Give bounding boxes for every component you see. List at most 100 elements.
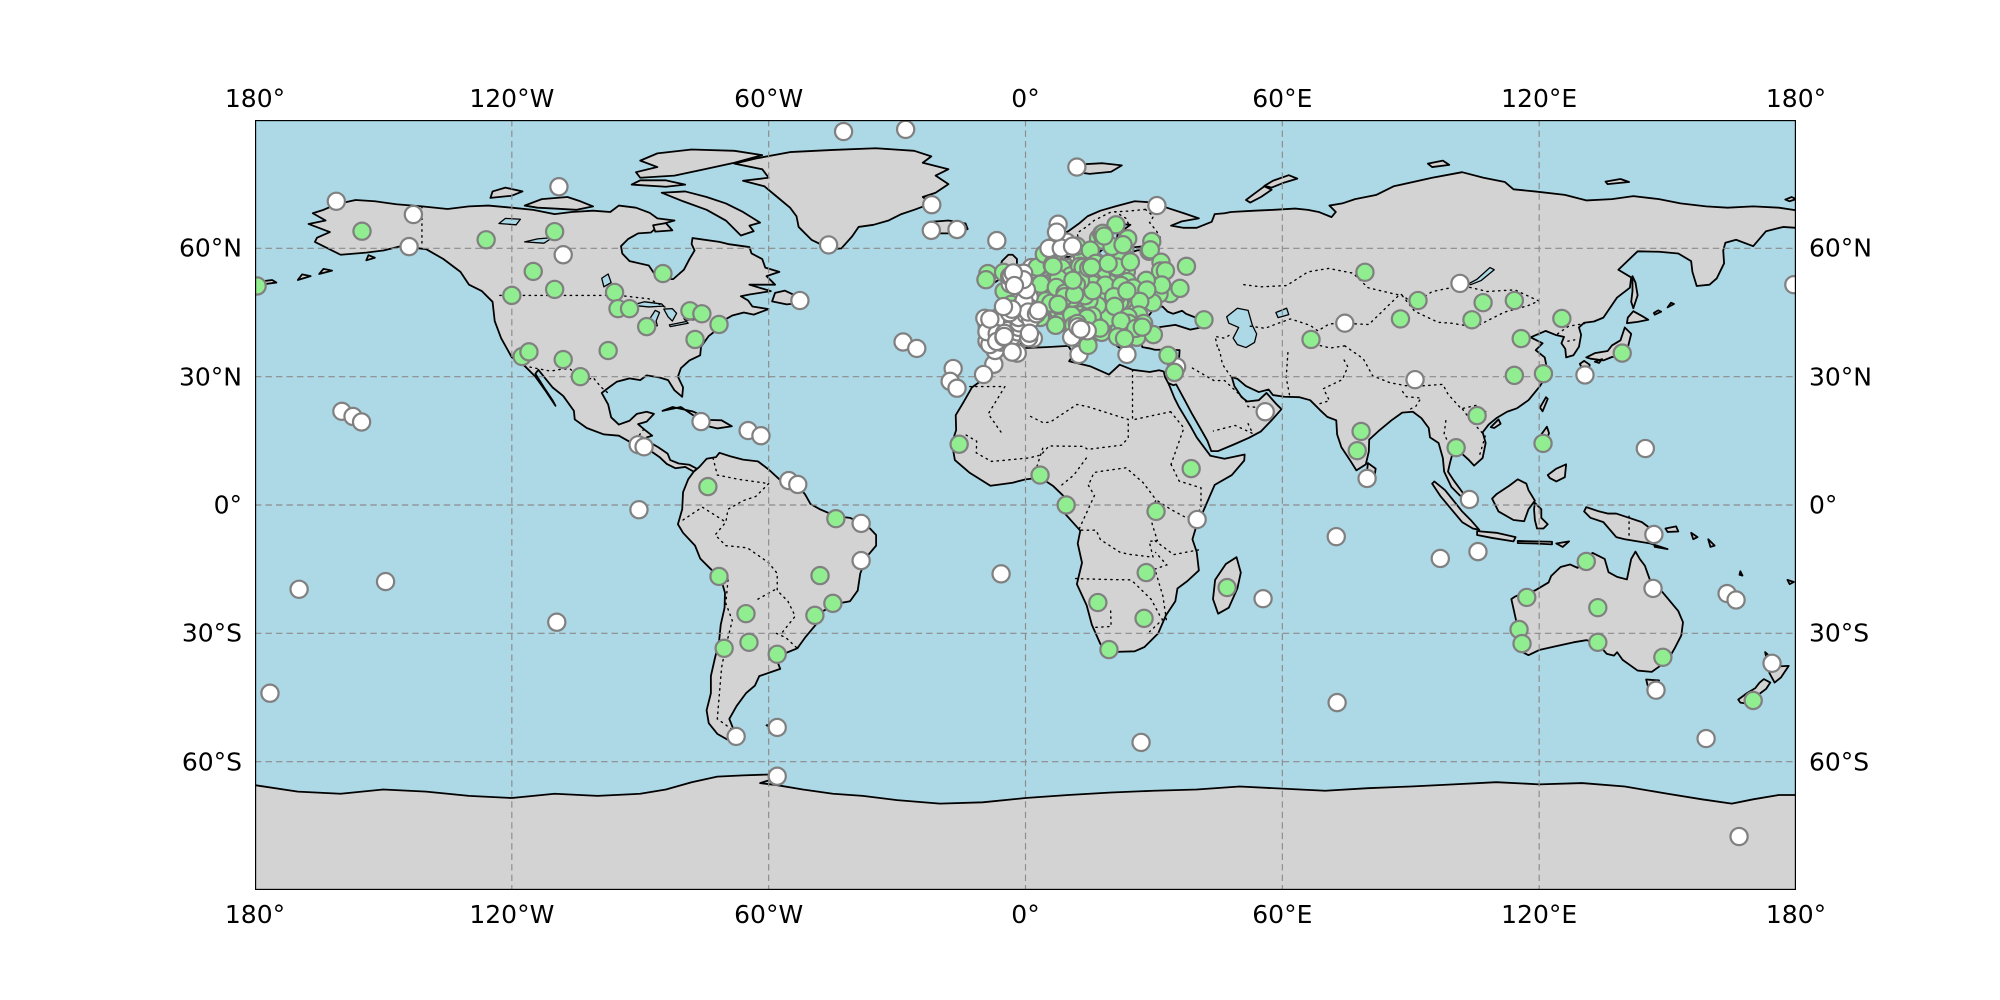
landmass	[1491, 478, 1536, 523]
data-point-white	[895, 120, 916, 140]
landmass	[950, 344, 1246, 654]
data-point-green	[1301, 329, 1321, 350]
tick-label-top: 60°E	[1252, 84, 1313, 113]
tick-label-bottom: 60°W	[734, 900, 804, 929]
data-point-white	[1430, 548, 1450, 569]
tick-label-bottom: 0°	[1011, 900, 1040, 929]
landmass	[652, 222, 674, 233]
data-point-green	[1114, 328, 1135, 349]
data-point-green	[1081, 257, 1102, 277]
landmass	[1555, 540, 1571, 548]
country-border	[1077, 467, 1159, 558]
landmass	[1784, 196, 1796, 203]
country-border	[712, 457, 770, 485]
data-point-green	[1030, 465, 1050, 485]
data-point-green	[1134, 608, 1154, 629]
data-point-white	[1046, 222, 1067, 242]
data-point-white	[1255, 402, 1275, 422]
data-point-green	[1576, 551, 1596, 572]
landmass	[296, 273, 312, 281]
country-border	[1216, 345, 1232, 378]
landmass	[1626, 310, 1650, 325]
data-point-green	[1146, 501, 1166, 522]
data-point-white	[1762, 653, 1782, 673]
data-point-white	[403, 204, 424, 225]
landmass	[489, 186, 524, 199]
country-border	[1155, 463, 1202, 519]
landmass	[307, 199, 781, 473]
country-border	[618, 294, 669, 310]
data-point-white	[1784, 274, 1796, 295]
data-point-green	[1098, 253, 1118, 274]
data-point-green	[570, 366, 591, 387]
data-point-green	[1552, 308, 1572, 329]
tick-label-right: 0°	[1809, 490, 1838, 520]
tick-label-top: 120°E	[1501, 84, 1578, 113]
landmass	[1738, 570, 1744, 577]
country-border	[1443, 420, 1451, 448]
tick-label-left: 0°	[213, 490, 242, 520]
landmass	[318, 267, 333, 275]
data-point-green	[1181, 458, 1201, 479]
data-point-green	[826, 508, 846, 529]
landmass	[1431, 480, 1481, 531]
landmass	[1426, 159, 1451, 168]
data-point-green	[1043, 256, 1063, 276]
landmass	[1546, 463, 1568, 483]
data-point-green	[1045, 315, 1066, 336]
country-border	[1400, 284, 1541, 328]
data-point-green	[619, 298, 640, 319]
country-border	[1154, 539, 1200, 556]
country-border	[1154, 551, 1168, 570]
data-point-green	[1158, 345, 1178, 365]
data-point-white	[1131, 732, 1151, 753]
data-point-green	[1194, 310, 1214, 330]
data-point-green	[1473, 292, 1493, 313]
data-point-green	[1517, 587, 1537, 608]
tick-label-top: 180°	[224, 84, 286, 113]
data-point-white	[1067, 157, 1087, 177]
data-point-white	[1696, 728, 1716, 749]
tick-label-top: 180°	[1765, 84, 1827, 113]
data-point-green	[544, 221, 565, 242]
lake	[663, 308, 678, 322]
data-point-white	[629, 499, 649, 520]
data-point-white	[1187, 509, 1207, 530]
country-border	[1143, 208, 1162, 247]
data-point-green	[1351, 421, 1371, 442]
data-point-green	[1048, 294, 1068, 315]
country-border	[1344, 345, 1489, 414]
data-point-white	[1726, 590, 1746, 610]
data-point-white	[973, 364, 994, 385]
data-point-white	[1729, 826, 1749, 847]
data-point-white	[1335, 313, 1355, 333]
data-point-white	[399, 236, 419, 257]
tick-label-left: 60°N	[178, 233, 242, 263]
data-point-white	[851, 550, 871, 571]
data-point-white	[260, 683, 280, 703]
data-point-green	[1533, 363, 1554, 384]
data-point-green	[1099, 639, 1119, 660]
data-point-white	[767, 766, 787, 786]
data-point-white	[634, 437, 654, 457]
country-border	[1243, 267, 1400, 296]
data-point-green	[1512, 633, 1532, 654]
tick-label-bottom: 120°E	[1501, 900, 1578, 929]
data-point-green	[685, 329, 705, 350]
data-point-green	[709, 314, 729, 335]
landmass	[1664, 525, 1680, 533]
data-point-green	[255, 276, 267, 296]
tick-label-bottom: 120°W	[469, 900, 555, 929]
data-point-white	[326, 191, 347, 211]
data-point-green	[1132, 317, 1152, 337]
data-point-green	[976, 270, 996, 290]
data-point-green	[604, 282, 625, 303]
data-point-green	[1467, 405, 1487, 426]
country-border	[1191, 367, 1268, 409]
data-point-green	[1136, 562, 1156, 583]
landmass	[1593, 358, 1603, 364]
data-point-green	[1176, 256, 1197, 277]
data-point-white	[1405, 369, 1425, 390]
tick-label-right: 30°S	[1809, 618, 1870, 648]
data-point-green	[1164, 362, 1185, 383]
